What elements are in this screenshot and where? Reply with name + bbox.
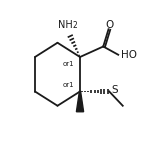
Text: or1: or1 — [62, 82, 74, 88]
Text: or1: or1 — [62, 61, 74, 67]
Text: NH: NH — [58, 20, 73, 30]
Polygon shape — [76, 92, 84, 112]
Text: 2: 2 — [72, 21, 77, 30]
Text: O: O — [105, 20, 113, 30]
Text: HO: HO — [120, 51, 136, 60]
Text: S: S — [112, 85, 118, 95]
